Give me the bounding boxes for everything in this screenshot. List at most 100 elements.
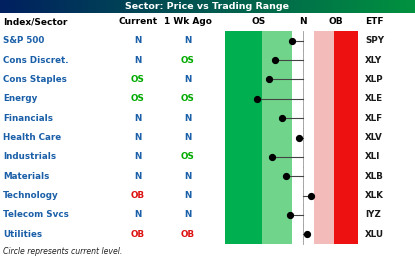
Text: Materials: Materials <box>3 172 49 181</box>
Text: XLV: XLV <box>365 133 383 142</box>
Bar <box>291 225 314 244</box>
Text: Industrials: Industrials <box>3 152 56 161</box>
Bar <box>0 167 415 186</box>
Text: N: N <box>184 191 192 200</box>
Bar <box>291 167 314 186</box>
Text: OS: OS <box>251 17 265 27</box>
Bar <box>262 225 291 244</box>
Text: N: N <box>184 75 192 84</box>
Bar <box>262 167 291 186</box>
Bar <box>334 225 358 244</box>
Bar <box>291 186 314 205</box>
Text: N: N <box>134 56 142 64</box>
Bar <box>314 225 334 244</box>
Bar <box>0 13 415 31</box>
Bar <box>0 128 415 147</box>
Text: N: N <box>184 133 192 142</box>
Bar <box>225 225 262 244</box>
Bar <box>291 205 314 225</box>
Text: N: N <box>134 210 142 219</box>
Text: N: N <box>134 152 142 161</box>
Text: Cons Discret.: Cons Discret. <box>3 56 68 64</box>
Bar <box>0 70 415 89</box>
Text: Sector: Price vs Trading Range: Sector: Price vs Trading Range <box>125 2 289 11</box>
Text: SPY: SPY <box>365 36 384 45</box>
Text: N: N <box>134 133 142 142</box>
Text: N: N <box>184 36 192 45</box>
Text: XLI: XLI <box>365 152 381 161</box>
Bar <box>262 70 291 89</box>
Text: N: N <box>184 114 192 123</box>
Bar <box>262 205 291 225</box>
Text: Financials: Financials <box>3 114 53 123</box>
Bar <box>291 147 314 167</box>
Text: OB: OB <box>131 191 145 200</box>
Bar <box>262 31 291 50</box>
Text: 1 Wk Ago: 1 Wk Ago <box>164 17 212 27</box>
Text: Index/Sector: Index/Sector <box>3 17 67 27</box>
Text: Energy: Energy <box>3 94 37 103</box>
Text: N: N <box>134 36 142 45</box>
Bar <box>262 147 291 167</box>
Text: N: N <box>134 172 142 181</box>
Bar <box>225 128 262 147</box>
Bar <box>0 147 415 167</box>
Text: OS: OS <box>131 94 145 103</box>
Bar <box>262 108 291 128</box>
Text: Utilities: Utilities <box>3 230 42 239</box>
Text: XLP: XLP <box>365 75 383 84</box>
Bar <box>314 108 334 128</box>
Bar <box>314 186 334 205</box>
Bar <box>291 31 314 50</box>
Bar <box>225 205 262 225</box>
Bar <box>334 108 358 128</box>
Bar <box>225 147 262 167</box>
Bar <box>334 89 358 108</box>
Bar <box>0 186 415 205</box>
Text: OS: OS <box>131 75 145 84</box>
Bar <box>225 108 262 128</box>
Text: XLB: XLB <box>365 172 384 181</box>
Bar <box>314 128 334 147</box>
Bar <box>291 89 314 108</box>
Text: XLY: XLY <box>365 56 382 64</box>
Text: Health Care: Health Care <box>3 133 61 142</box>
Text: XLU: XLU <box>365 230 384 239</box>
Bar <box>314 31 334 50</box>
Bar <box>225 50 262 70</box>
Bar <box>225 89 262 108</box>
Text: S&P 500: S&P 500 <box>3 36 44 45</box>
Text: Cons Staples: Cons Staples <box>3 75 67 84</box>
Bar <box>291 70 314 89</box>
Text: OS: OS <box>181 94 195 103</box>
Text: OS: OS <box>181 56 195 64</box>
Bar <box>262 128 291 147</box>
Text: ETF: ETF <box>365 17 383 27</box>
Bar <box>291 128 314 147</box>
Bar <box>334 50 358 70</box>
Bar <box>334 167 358 186</box>
Bar <box>225 70 262 89</box>
Bar <box>0 225 415 244</box>
Bar <box>314 167 334 186</box>
Text: N: N <box>299 17 307 27</box>
Bar <box>225 186 262 205</box>
Bar <box>0 108 415 128</box>
Text: IYZ: IYZ <box>365 210 381 219</box>
Bar <box>291 50 314 70</box>
Text: Circle represents current level.: Circle represents current level. <box>3 248 122 257</box>
Bar <box>334 128 358 147</box>
Bar <box>262 89 291 108</box>
Text: OB: OB <box>329 17 343 27</box>
Text: Telecom Svcs: Telecom Svcs <box>3 210 69 219</box>
Text: Technology: Technology <box>3 191 59 200</box>
Bar <box>334 186 358 205</box>
Text: N: N <box>184 210 192 219</box>
Bar <box>0 205 415 225</box>
Text: XLK: XLK <box>365 191 384 200</box>
Bar <box>314 205 334 225</box>
Bar <box>262 186 291 205</box>
Bar <box>314 89 334 108</box>
Bar <box>225 167 262 186</box>
Text: OB: OB <box>181 230 195 239</box>
